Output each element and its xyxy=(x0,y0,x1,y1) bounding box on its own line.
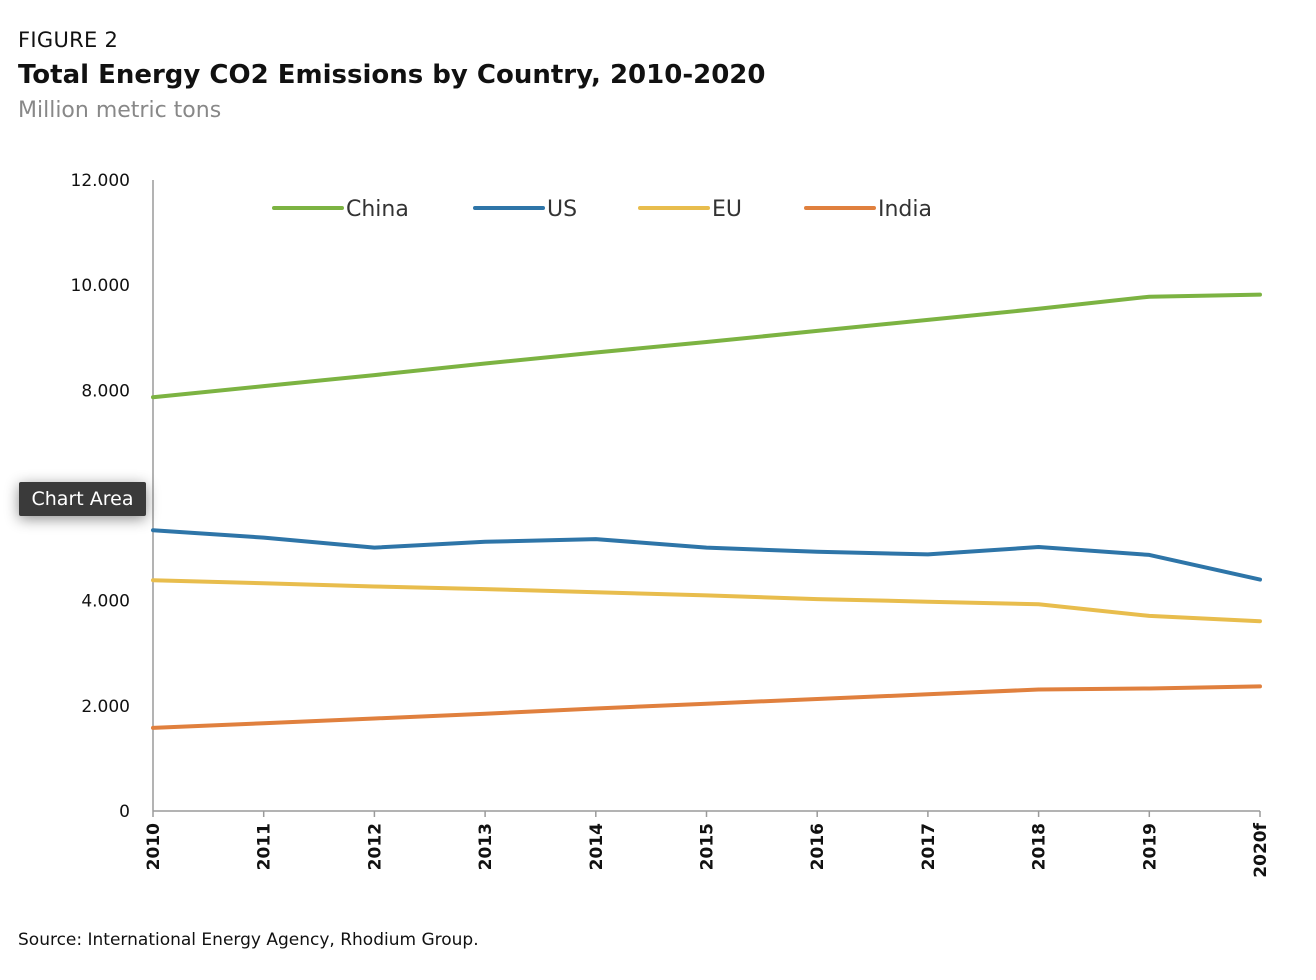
y-tick-label: 8.000 xyxy=(81,381,130,401)
chart-title: Total Energy CO2 Emissions by Country, 2… xyxy=(18,60,766,90)
x-tick-label: 2020f xyxy=(1251,822,1271,877)
legend-label-india: India xyxy=(878,197,932,222)
series-line-india xyxy=(151,684,1262,730)
y-tick-label: 10.000 xyxy=(71,276,130,296)
x-tick-label: 2018 xyxy=(1030,823,1050,870)
chart-area-tooltip: Chart Area xyxy=(19,482,146,516)
x-tick-label: 2012 xyxy=(365,823,385,870)
x-tick-label: 2019 xyxy=(1140,823,1160,870)
x-tick-label: 2013 xyxy=(476,823,496,870)
source-note: Source: International Energy Agency, Rho… xyxy=(18,930,479,950)
y-tick-label: 2.000 xyxy=(81,697,130,717)
x-tick-label: 2011 xyxy=(255,823,275,870)
x-tick-label: 2016 xyxy=(808,823,828,870)
figure-label: FIGURE 2 xyxy=(18,28,119,52)
y-tick-label: 0 xyxy=(119,802,130,822)
legend-label-eu: EU xyxy=(712,197,742,222)
x-tick-label: 2010 xyxy=(144,823,164,870)
series-line-china xyxy=(151,292,1262,400)
legend-label-china: China xyxy=(346,197,409,222)
x-tick-label: 2015 xyxy=(698,823,718,870)
series-line-us xyxy=(151,528,1262,582)
line-chart[interactable]: 0 2.000 4.000 8.000 10.000 12.000 2010 2011 2012… xyxy=(0,0,1316,900)
x-tick-label: 2017 xyxy=(919,823,939,870)
chart-subtitle: Million metric tons xyxy=(18,98,222,123)
legend-label-us: US xyxy=(547,197,577,222)
y-tick-label: 4.000 xyxy=(81,592,130,612)
series-line-eu xyxy=(151,578,1262,624)
x-tick-label: 2014 xyxy=(587,823,607,870)
y-tick-label: 12.000 xyxy=(71,171,130,191)
